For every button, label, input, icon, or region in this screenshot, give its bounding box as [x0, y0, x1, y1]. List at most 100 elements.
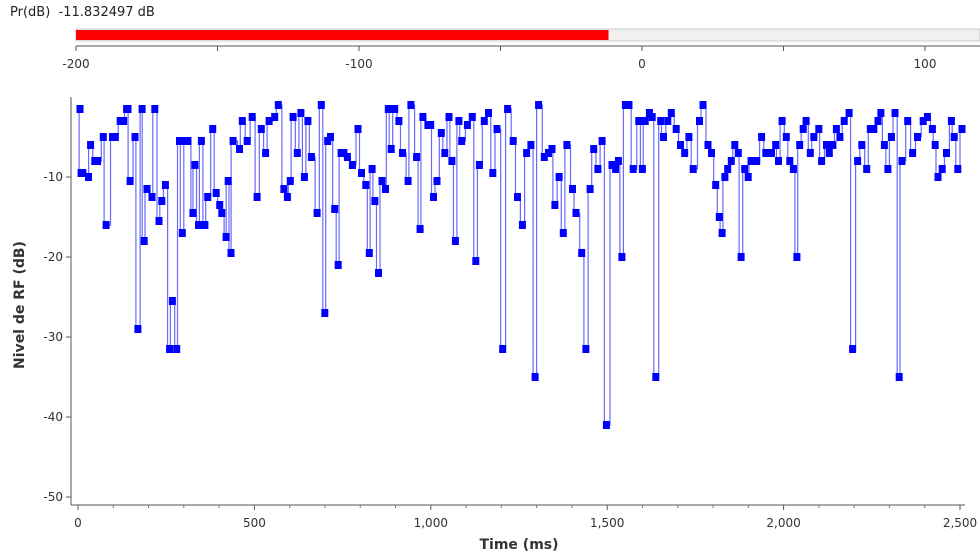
- data-point: [540, 153, 548, 161]
- data-point: [535, 101, 543, 109]
- data-point: [195, 221, 202, 229]
- data-point: [947, 117, 955, 125]
- data-point: [958, 125, 966, 133]
- data-point: [734, 149, 742, 157]
- data-point: [155, 217, 163, 225]
- data-point: [99, 133, 107, 141]
- data-point: [293, 149, 301, 157]
- data-point: [475, 161, 483, 169]
- data-point: [334, 261, 342, 269]
- data-point: [257, 125, 265, 133]
- data-point: [262, 149, 270, 157]
- data-point: [796, 141, 804, 149]
- data-point: [696, 117, 703, 125]
- data-point: [455, 117, 463, 125]
- data-point: [782, 133, 790, 141]
- data-point: [614, 157, 622, 165]
- data-point: [836, 133, 844, 141]
- x-tick-label: 1,000: [414, 516, 448, 530]
- data-point: [499, 345, 507, 353]
- data-point: [201, 221, 209, 229]
- data-point: [708, 149, 715, 157]
- data-point: [919, 117, 927, 125]
- data-point: [148, 193, 156, 201]
- data-point: [758, 133, 766, 141]
- power-label: Pr(dB): [10, 5, 51, 20]
- data-point: [468, 113, 476, 121]
- data-point: [858, 141, 866, 149]
- data-point: [140, 237, 148, 245]
- data-point: [884, 165, 892, 173]
- data-point: [762, 149, 770, 157]
- data-point: [375, 269, 382, 277]
- data-point: [638, 165, 646, 173]
- data-point: [222, 233, 230, 241]
- data-point: [191, 161, 199, 169]
- data-point: [236, 145, 243, 153]
- data-point: [300, 173, 308, 181]
- data-point: [737, 253, 745, 261]
- data-point: [126, 177, 134, 185]
- data-point: [548, 145, 556, 153]
- y-axis-title: Nivel de RF (dB): [12, 241, 28, 369]
- data-point: [874, 117, 882, 125]
- data-point: [657, 117, 665, 125]
- data-point: [378, 177, 386, 185]
- data-point: [870, 125, 878, 133]
- data-point: [635, 117, 643, 125]
- data-point: [786, 157, 794, 165]
- data-point: [840, 117, 848, 125]
- data-point: [343, 153, 351, 161]
- data-point: [286, 177, 294, 185]
- data-point: [555, 173, 563, 181]
- data-point: [297, 109, 305, 117]
- power-meter: -200 -100 0 100: [62, 28, 980, 71]
- data-point: [151, 105, 159, 113]
- data-point: [209, 125, 217, 133]
- data-point: [572, 209, 580, 217]
- data-point: [274, 101, 282, 109]
- data-point: [582, 345, 590, 353]
- data-point: [768, 149, 775, 157]
- data-point: [365, 249, 373, 257]
- data-point: [677, 141, 684, 149]
- data-point: [704, 141, 712, 149]
- data-point: [818, 157, 826, 165]
- data-point: [289, 113, 297, 121]
- data-point: [371, 197, 379, 205]
- data-point: [928, 125, 936, 133]
- data-point: [451, 237, 459, 245]
- data-point: [514, 193, 521, 201]
- data-point: [772, 141, 780, 149]
- data-point: [243, 137, 251, 145]
- data-point: [448, 157, 456, 165]
- data-point: [923, 113, 931, 121]
- data-point: [625, 101, 633, 109]
- meter-tick-label: -200: [62, 57, 89, 71]
- data-point: [178, 229, 186, 237]
- data-point: [664, 117, 672, 125]
- data-point: [618, 253, 626, 261]
- data-point: [648, 113, 656, 121]
- data-point: [493, 125, 501, 133]
- data-point: [384, 105, 392, 113]
- y-tick-label: -30: [43, 330, 63, 344]
- x-tick-label: 0: [74, 516, 82, 530]
- data-point: [212, 189, 220, 197]
- data-point: [238, 117, 246, 125]
- data-point: [641, 117, 649, 125]
- y-tick-label: -10: [43, 170, 63, 184]
- x-tick-label: 2,500: [943, 516, 977, 530]
- y-tick-label: -20: [43, 250, 63, 264]
- data-point: [909, 149, 917, 157]
- data-point: [823, 141, 830, 149]
- data-point: [602, 421, 610, 429]
- data-point: [216, 201, 224, 209]
- data-point: [721, 173, 729, 181]
- data-point: [463, 121, 471, 129]
- data-point: [849, 345, 857, 353]
- data-point: [407, 101, 415, 109]
- data-point: [441, 149, 449, 157]
- data-point: [652, 373, 660, 381]
- data-point: [229, 137, 237, 145]
